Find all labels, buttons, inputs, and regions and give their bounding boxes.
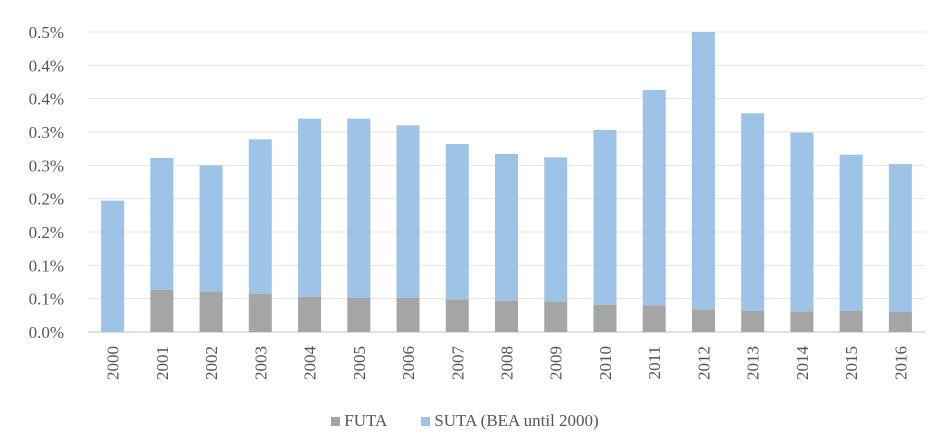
bar-futa xyxy=(741,310,765,332)
x-tick-label: 2015 xyxy=(842,346,861,380)
x-tick-label: 2008 xyxy=(498,346,517,380)
bar-suta xyxy=(298,118,322,297)
chart-plot: 0.0% 0.1% 0.1% 0.2% 0.2% 0.3% 0.3% 0.4% 0.4% 0.5%… xyxy=(29,23,925,381)
bar-futa xyxy=(544,301,568,332)
bar-futa xyxy=(248,294,272,332)
bar-futa xyxy=(396,298,420,332)
y-tick-label: 0.3% xyxy=(29,123,64,142)
bar-suta xyxy=(544,157,568,302)
bar-suta xyxy=(445,144,469,300)
legend-swatch-suta xyxy=(421,416,431,426)
x-tick-label: 2011 xyxy=(645,346,664,379)
x-tick-label: 2012 xyxy=(694,346,713,380)
bar-suta xyxy=(642,90,666,306)
y-tick-label: 0.4% xyxy=(29,90,64,109)
y-tick-label: 0.1% xyxy=(29,290,64,309)
y-tick-label: 0.3% xyxy=(29,156,64,175)
bar-futa xyxy=(347,298,371,332)
bar-futa xyxy=(642,305,666,332)
bar-suta xyxy=(593,130,617,305)
y-tick-label: 0.0% xyxy=(29,323,64,342)
x-tick-label: 2002 xyxy=(202,346,221,380)
bar-futa xyxy=(593,304,617,332)
bar-futa xyxy=(445,299,469,332)
x-tick-label: 2014 xyxy=(793,346,812,381)
legend: FUTA SUTA (BEA until 2000) xyxy=(0,411,930,431)
bar-futa xyxy=(495,300,518,332)
x-tick-label: 2010 xyxy=(596,346,615,380)
bar-suta xyxy=(790,132,814,312)
x-tick-label: 2003 xyxy=(251,346,270,380)
bar-futa xyxy=(298,296,322,332)
bar-futa xyxy=(691,309,715,332)
bar-suta xyxy=(150,158,174,290)
bar-suta xyxy=(691,32,715,310)
bar-suta xyxy=(495,154,518,301)
bar-futa xyxy=(199,291,223,332)
bar-suta xyxy=(741,113,765,311)
x-tick-label: 2007 xyxy=(448,346,467,381)
bar-suta xyxy=(199,165,223,292)
x-tick-label: 2000 xyxy=(104,346,123,380)
bar-suta xyxy=(839,154,863,311)
x-tick-label: 2001 xyxy=(153,346,172,380)
bar-suta xyxy=(101,200,125,332)
x-tick-label: 2009 xyxy=(547,346,566,380)
bar-futa xyxy=(150,290,174,332)
legend-swatch-futa xyxy=(331,416,341,426)
y-tick-label: 0.4% xyxy=(29,56,64,75)
y-tick-label: 0.1% xyxy=(29,256,64,275)
x-tick-label: 2006 xyxy=(399,346,418,380)
x-tick-label: 2004 xyxy=(301,346,320,381)
bar-futa xyxy=(790,311,814,332)
y-tick-label: 0.2% xyxy=(29,223,64,242)
legend-label-futa: FUTA xyxy=(344,411,388,430)
y-tick-label: 0.5% xyxy=(29,23,64,42)
legend-label-suta: SUTA (BEA until 2000) xyxy=(434,411,599,430)
bar-suta xyxy=(248,139,272,294)
bar-suta xyxy=(396,125,420,298)
bar-suta xyxy=(347,118,371,299)
x-tick-label: 2013 xyxy=(744,346,763,380)
legend-item-suta: SUTA (BEA until 2000) xyxy=(421,411,599,431)
legend-item-futa: FUTA xyxy=(331,411,387,431)
bar-futa xyxy=(888,312,912,332)
y-tick-label: 0.2% xyxy=(29,190,64,209)
bar-suta xyxy=(888,164,912,312)
x-tick-label: 2005 xyxy=(350,346,369,380)
bar-futa xyxy=(839,310,863,332)
x-tick-label: 2016 xyxy=(891,346,910,380)
